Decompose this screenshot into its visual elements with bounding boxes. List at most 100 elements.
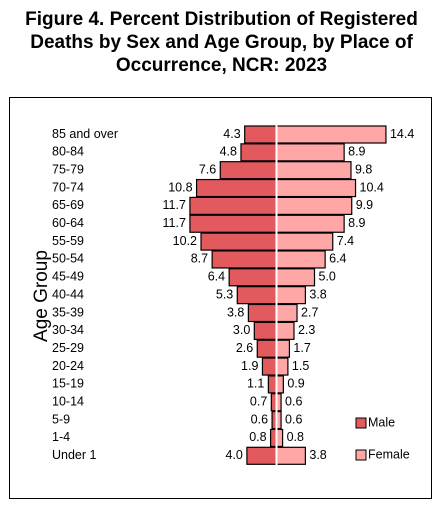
male-value-label-65-69: 11.7 — [163, 198, 186, 212]
female-value-label-30-34: 2.3 — [298, 323, 315, 337]
male-bar-25-29 — [256, 339, 278, 358]
male-value-label-80-84: 4.8 — [220, 145, 237, 159]
male-value-label-55-59: 10.2 — [173, 234, 197, 248]
female-bar-35-39 — [275, 303, 298, 323]
male-bar-15-19 — [267, 375, 278, 394]
female-bar-50-54 — [275, 250, 326, 269]
female-value-label-20-24: 1.5 — [292, 359, 309, 373]
category-label-under-1: Under 1 — [52, 448, 97, 462]
category-label-60-64: 60-64 — [52, 216, 84, 230]
category-label-45-49: 45-49 — [52, 270, 84, 284]
female-value-label-25-29: 1.7 — [293, 341, 310, 355]
male-value-label-20-24: 1.9 — [241, 359, 258, 373]
category-label-1-4: 1-4 — [52, 430, 70, 444]
female-value-label-50-54: 6.4 — [329, 252, 346, 266]
female-bar-70-74 — [275, 178, 357, 198]
category-label-55-59: 55-59 — [52, 234, 84, 248]
female-value-label-70-74: 10.4 — [360, 180, 384, 194]
category-label-50-54: 50-54 — [52, 252, 84, 266]
male-value-label-45-49: 6.4 — [208, 270, 225, 284]
female-value-label-under-1: 3.8 — [309, 448, 326, 462]
category-label-20-24: 20-24 — [52, 359, 84, 373]
category-label-10-14: 10-14 — [52, 395, 84, 409]
male-bar-65-69 — [189, 196, 278, 215]
female-value-label-55-59: 7.4 — [337, 234, 354, 248]
female-value-label-80-84: 8.9 — [348, 145, 365, 159]
female-bar-40-44 — [275, 286, 306, 305]
male-value-label-40-44: 5.3 — [216, 287, 233, 301]
category-label-5-9: 5-9 — [52, 412, 70, 426]
male-bar-55-59 — [200, 232, 278, 251]
category-label-75-79: 75-79 — [52, 162, 84, 176]
female-bar-60-64 — [275, 214, 345, 233]
male-bar-20-24 — [261, 357, 278, 376]
male-value-label-25-29: 2.6 — [236, 341, 253, 355]
category-label-35-39: 35-39 — [52, 305, 84, 319]
female-bar-85-and-over — [275, 125, 387, 144]
male-bar-85-and-over — [244, 125, 278, 144]
female-bar-65-69 — [275, 196, 353, 215]
male-bar-80-84 — [240, 143, 278, 162]
male-bar-50-54 — [211, 250, 278, 269]
y-axis-title: Age Group — [31, 250, 52, 342]
male-value-label-85-and-over: 4.3 — [223, 127, 240, 141]
male-value-label-75-79: 7.6 — [199, 162, 216, 176]
female-bar-15-19 — [275, 375, 284, 394]
female-bar-75-79 — [275, 161, 352, 180]
female-value-label-35-39: 2.7 — [301, 305, 318, 319]
legend-swatch-female — [355, 449, 367, 461]
legend-label-female: Female — [368, 447, 410, 461]
female-bar-45-49 — [275, 268, 316, 287]
male-bar-40-44 — [236, 286, 278, 305]
female-value-label-85-and-over: 14.4 — [390, 127, 414, 141]
female-bar-30-34 — [275, 321, 295, 340]
chart-legend: Male Female — [355, 415, 410, 461]
female-value-label-1-4: 0.8 — [287, 430, 304, 444]
female-value-label-40-44: 3.8 — [309, 287, 326, 301]
male-bar-45-49 — [228, 268, 278, 287]
chart-title-line-3: Occurrence, NCR: 2023 — [115, 55, 328, 76]
female-bar-25-29 — [275, 339, 291, 358]
male-value-label-35-39: 3.8 — [227, 305, 244, 319]
female-value-label-75-79: 9.8 — [355, 162, 372, 176]
male-value-label-1-4: 0.8 — [249, 430, 266, 444]
chart-title-line-2: Deaths by Sex and Age Group, by Place of — [30, 32, 413, 53]
legend-swatch-male — [355, 417, 367, 429]
male-value-label-60-64: 11.7 — [163, 216, 186, 230]
female-value-label-65-69: 9.9 — [356, 198, 373, 212]
male-value-label-15-19: 1.1 — [247, 377, 264, 391]
female-bar-80-84 — [275, 143, 345, 162]
male-value-label-5-9: 0.6 — [251, 412, 268, 426]
male-value-label-30-34: 3.0 — [233, 323, 250, 337]
category-label-40-44: 40-44 — [52, 287, 84, 301]
category-label-65-69: 65-69 — [52, 198, 84, 212]
male-bar-70-74 — [195, 178, 278, 198]
chart-frame — [9, 97, 432, 499]
male-bar-30-34 — [253, 321, 278, 340]
male-bar-75-79 — [219, 161, 278, 180]
male-value-label-under-1: 4.0 — [226, 448, 243, 462]
male-bar-under-1 — [246, 446, 278, 465]
category-label-15-19: 15-19 — [52, 377, 84, 391]
female-value-label-15-19: 0.9 — [287, 377, 304, 391]
female-value-label-5-9: 0.6 — [285, 412, 302, 426]
chart-title-line-1: Figure 4. Percent Distribution of Regist… — [25, 9, 418, 30]
chart-marks: 85 and over 4.3 14.4 80-84 4.8 8.9 75-79 7.6 9.8… — [52, 124, 414, 467]
female-bar-under-1 — [275, 446, 306, 465]
male-value-label-70-74: 10.8 — [168, 180, 192, 194]
female-bar-55-59 — [275, 232, 334, 251]
category-label-80-84: 80-84 — [52, 145, 84, 159]
male-value-label-10-14: 0.7 — [250, 395, 267, 409]
female-value-label-10-14: 0.6 — [285, 395, 302, 409]
category-label-25-29: 25-29 — [52, 341, 84, 355]
male-bar-60-64 — [189, 214, 278, 233]
category-label-85-and-over: 85 and over — [52, 127, 118, 141]
chart-title: Figure 4. Percent Distribution of Regist… — [0, 8, 443, 77]
male-bar-35-39 — [247, 303, 278, 323]
category-label-30-34: 30-34 — [52, 323, 84, 337]
legend-label-male: Male — [368, 415, 395, 429]
female-bar-20-24 — [275, 357, 289, 376]
male-value-label-50-54: 8.7 — [191, 252, 208, 266]
female-value-label-60-64: 8.9 — [348, 216, 365, 230]
